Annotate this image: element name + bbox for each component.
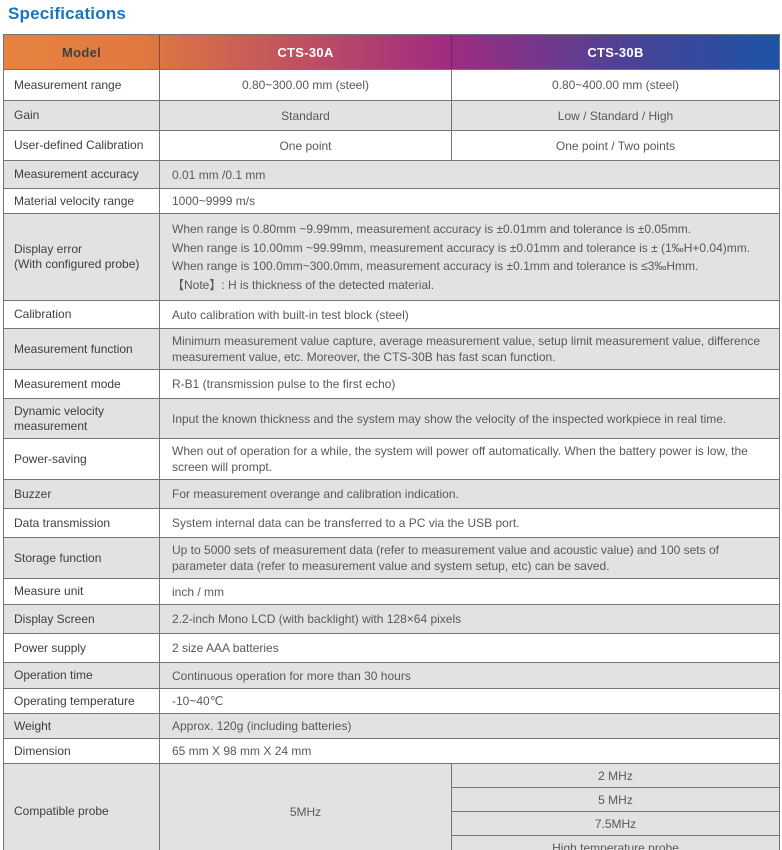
spec-row-measurement-mode: Measurement mode R-B1 (transmission puls… (4, 369, 779, 398)
spec-label: Material velocity range (14, 193, 135, 208)
spec-label: Operating temperature (14, 693, 135, 708)
probe-option: 2 MHz (598, 768, 633, 783)
spec-label: Display Screen (14, 611, 95, 626)
display-error-line: When range is 100.0mm~300.0mm, measureme… (172, 259, 699, 273)
spec-row-weight: Weight Approx. 120g (including batteries… (4, 713, 779, 738)
spec-label: Measurement accuracy (14, 167, 139, 181)
spec-value-cts30b: One point / Two points (451, 131, 779, 160)
header-cts30a-cell: CTS-30A (159, 35, 451, 69)
specifications-table: Model CTS-30A CTS-30B Measurement range … (3, 34, 780, 850)
spec-row-display-screen: Display Screen 2.2-inch Mono LCD (with b… (4, 604, 779, 633)
spec-label: Power-saving (14, 451, 87, 466)
spec-value: inch / mm (159, 579, 779, 604)
spec-label: User-defined Calibration (14, 138, 144, 152)
spec-label: Power supply (14, 640, 87, 655)
display-error-line: When range is 0.80mm ~9.99mm, measuremen… (172, 222, 692, 236)
spec-value: -10~40℃ (159, 689, 779, 713)
spec-label: Display error (With configured probe) (4, 214, 159, 300)
table-header-row: Model CTS-30A CTS-30B (4, 35, 779, 69)
spec-row-data-transmission: Data transmission System internal data c… (4, 508, 779, 537)
spec-row-calibration: Calibration Auto calibration with built-… (4, 300, 779, 328)
spec-value: 0.01 mm /0.1 mm (159, 161, 779, 188)
spec-label: Gain (14, 108, 40, 122)
spec-value-cts30a: 0.80~300.00 mm (steel) (159, 70, 451, 100)
probe-option: High temperature probe (452, 835, 779, 850)
spec-row-gain: Gain Standard Low / Standard / High (4, 100, 779, 130)
spec-row-dimension: Dimension 65 mm X 98 mm X 24 mm (4, 738, 779, 763)
spec-row-measurement-range: Measurement range 0.80~300.00 mm (steel)… (4, 69, 779, 100)
spec-label: Measurement function (14, 341, 133, 356)
display-error-line: When range is 10.00mm ~99.99mm, measurem… (172, 240, 751, 255)
spec-label: Compatible probe (14, 804, 109, 818)
spec-label: Operation time (14, 668, 93, 682)
spec-label: Calibration (14, 307, 72, 321)
spec-value-cts30b: 0.80~400.00 mm (steel) (451, 70, 779, 100)
spec-row-measurement-accuracy: Measurement accuracy 0.01 mm /0.1 mm (4, 160, 779, 188)
spec-value: 65 mm X 98 mm X 24 mm (159, 739, 779, 763)
header-cts30b-cell: CTS-30B (451, 35, 779, 69)
spec-value: R-B1 (transmission pulse to the first ec… (159, 370, 779, 398)
spec-value: Input the known thickness and the system… (159, 399, 779, 438)
spec-label: Buzzer (14, 486, 52, 501)
spec-label: Data transmission (14, 515, 111, 530)
spec-value-cts30a: 5MHz (159, 764, 451, 850)
spec-value: 1000~9999 m/s (159, 189, 779, 213)
display-error-label-line2: (With configured probe) (14, 257, 140, 271)
display-error-label-line1: Display error (14, 242, 83, 256)
spec-row-dynamic-velocity: Dynamic velocity measurement Input the k… (4, 398, 779, 438)
spec-value-cts30b: Low / Standard / High (451, 101, 779, 130)
spec-label: Dimension (14, 743, 71, 758)
spec-row-display-error: Display error (With configured probe) Wh… (4, 213, 779, 300)
spec-value: For measurement overange and calibration… (159, 480, 779, 508)
spec-label: Storage function (14, 550, 102, 565)
probe-option: 5 MHz (452, 787, 779, 811)
spec-value: Minimum measurement value capture, avera… (159, 329, 779, 369)
spec-value-cts30a: One point (159, 131, 451, 160)
spec-row-user-calibration: User-defined Calibration One point One p… (4, 130, 779, 160)
spec-value: 2 size AAA batteries (159, 634, 779, 662)
spec-value: Approx. 120g (including batteries) (159, 714, 779, 738)
spec-value: When out of operation for a while, the s… (159, 439, 779, 479)
spec-row-power-supply: Power supply 2 size AAA batteries (4, 633, 779, 662)
spec-row-compatible-probe: Compatible probe 5MHz 2 MHz 5 MHz 7.5MHz… (4, 763, 779, 850)
spec-value: Up to 5000 sets of measurement data (ref… (159, 538, 779, 578)
spec-value-cts30a: Standard (159, 101, 451, 130)
spec-row-storage-function: Storage function Up to 5000 sets of meas… (4, 537, 779, 578)
display-error-note-line: 【Note】: H is thickness of the detected m… (172, 277, 435, 292)
spec-label: Measurement range (14, 77, 122, 92)
spec-row-operation-time: Operation time Continuous operation for … (4, 662, 779, 688)
spec-label: Measure unit (14, 584, 84, 598)
spec-row-power-saving: Power-saving When out of operation for a… (4, 438, 779, 479)
spec-value: Auto calibration with built-in test bloc… (159, 301, 779, 328)
probe-option: 7.5MHz (452, 811, 779, 835)
spec-row-material-velocity: Material velocity range 1000~9999 m/s (4, 188, 779, 213)
spec-row-measurement-function: Measurement function Minimum measurement… (4, 328, 779, 369)
spec-row-operating-temperature: Operating temperature -10~40℃ (4, 688, 779, 713)
spec-value-cts30b-options: 2 MHz 5 MHz 7.5MHz High temperature prob… (451, 764, 779, 850)
spec-row-buzzer: Buzzer For measurement overange and cali… (4, 479, 779, 508)
spec-value: 2.2-inch Mono LCD (with backlight) with … (159, 605, 779, 633)
spec-value: When range is 0.80mm ~9.99mm, measuremen… (159, 214, 779, 300)
spec-value: System internal data can be transferred … (159, 509, 779, 537)
spec-label: Dynamic velocity measurement (14, 403, 105, 433)
spec-label: Weight (14, 718, 52, 733)
header-model-cell: Model (61, 44, 102, 60)
spec-value: Continuous operation for more than 30 ho… (159, 663, 779, 688)
spec-sheet-page: Specifications Model CTS-30A CTS-30B Mea… (0, 4, 782, 850)
spec-label-text: Display error (With configured probe) (14, 242, 139, 272)
spec-label: Measurement mode (14, 376, 121, 391)
spec-row-measure-unit: Measure unit inch / mm (4, 578, 779, 604)
page-title: Specifications (8, 4, 127, 23)
